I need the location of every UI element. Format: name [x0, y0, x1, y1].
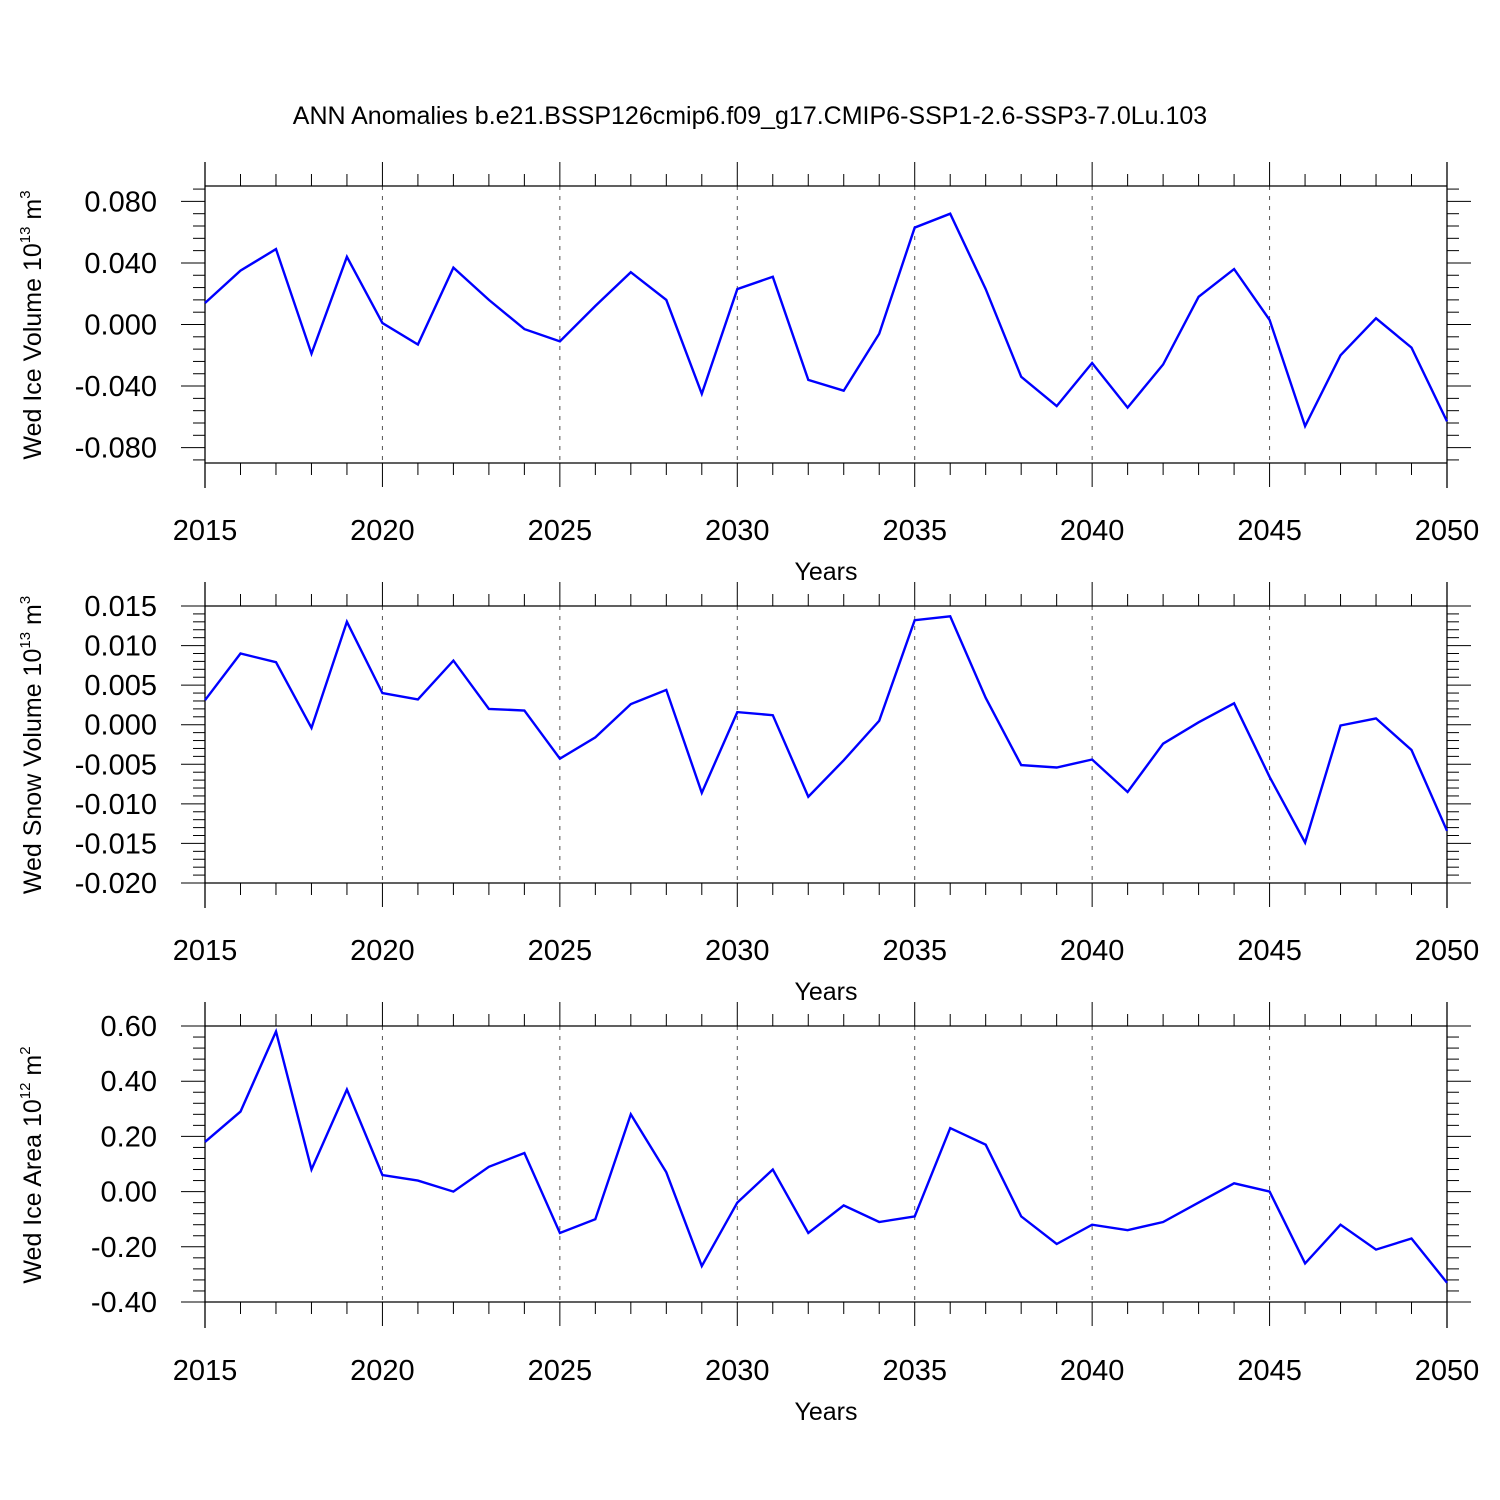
y-axis-label-unit-exponent: 3 — [17, 190, 34, 198]
x-tick-label: 2020 — [350, 515, 415, 547]
x-tick-label: 2020 — [350, 935, 415, 967]
x-tick-label: 2045 — [1237, 515, 1302, 547]
y-axis-label: Wed Ice Volume 1013 m3 — [17, 190, 47, 459]
panel-3: 0.60 0.40 0.20 0.00 -0.20 -0.40 2015 2020 2025 20… — [17, 1002, 1479, 1426]
series-line — [204, 212, 1449, 430]
y-axis-label-unit-exponent: 2 — [17, 1046, 34, 1054]
y-tick-label: 0.40 — [101, 1066, 157, 1098]
y-axis-label-unit: m — [19, 199, 47, 227]
x-axis-label: Years — [794, 1398, 857, 1426]
y-axis-label-exponent: 13 — [17, 632, 34, 649]
x-tick-label: 2015 — [173, 515, 238, 547]
x-tick-label: 2025 — [528, 935, 593, 967]
x-tick-label: 2040 — [1060, 515, 1125, 547]
y-tick-label: -0.020 — [75, 868, 157, 900]
y-tick-label: 0.000 — [84, 310, 157, 342]
x-tick-label: 2030 — [705, 1355, 770, 1387]
y-tick-label: 0.000 — [84, 710, 157, 742]
y-tick-label: -0.080 — [75, 433, 157, 465]
x-tick-label: 2025 — [528, 515, 593, 547]
panel-1: 0.080 0.040 0.000 -0.040 -0.080 2015 2020 2025 2… — [17, 162, 1479, 586]
x-tick-label: 2035 — [882, 515, 947, 547]
panels: 0.080 0.040 0.000 -0.040 -0.080 2015 2020 2025 2… — [17, 162, 1479, 1426]
x-tick-label: 2045 — [1237, 1355, 1302, 1387]
y-axis-label-text: Wed Ice Area 10 — [19, 1099, 47, 1283]
y-axis-label-exponent: 13 — [17, 227, 34, 244]
x-tick-label: 2045 — [1237, 935, 1302, 967]
x-tick-label: 2020 — [350, 1355, 415, 1387]
y-tick-label: 0.010 — [84, 631, 157, 663]
y-tick-label: -0.20 — [91, 1232, 157, 1264]
y-axis-label-exponent: 12 — [17, 1083, 34, 1100]
y-axis-label-unit-exponent: 3 — [17, 596, 34, 604]
y-tick-label: 0.20 — [101, 1121, 157, 1153]
y-tick-label: -0.005 — [75, 749, 157, 781]
x-tick-label: 2050 — [1415, 1355, 1480, 1387]
y-tick-label: 0.080 — [84, 186, 157, 218]
y-tick-label: -0.040 — [75, 371, 157, 403]
x-tick-label: 2050 — [1415, 935, 1480, 967]
y-tick-label: -0.40 — [91, 1287, 157, 1319]
y-axis-label-text: Wed Snow Volume 10 — [19, 649, 47, 895]
series-line — [204, 1027, 1448, 1284]
y-tick-label: -0.010 — [75, 789, 157, 821]
x-tick-label: 2035 — [882, 1355, 947, 1387]
y-axis-label: Wed Ice Area 1012 m2 — [17, 1046, 47, 1283]
y-axis-label: Wed Snow Volume 1013 m3 — [17, 596, 47, 894]
y-tick-label: 0.60 — [101, 1011, 157, 1043]
x-tick-label: 2015 — [173, 1355, 238, 1387]
y-axis-label-unit: m — [19, 604, 47, 632]
y-tick-label: -0.015 — [75, 828, 157, 860]
y-tick-label: 0.015 — [84, 591, 157, 623]
x-tick-label: 2040 — [1060, 1355, 1125, 1387]
y-tick-label: 0.005 — [84, 670, 157, 702]
series-line — [204, 615, 1449, 846]
x-axis-label: Years — [794, 558, 857, 586]
y-tick-label: 0.040 — [84, 248, 157, 280]
x-tick-label: 2050 — [1415, 515, 1480, 547]
x-tick-label: 2030 — [705, 935, 770, 967]
chart-title: ANN Anomalies b.e21.BSSP126cmip6.f09_g17… — [293, 102, 1207, 130]
panel-2: 0.015 0.010 0.005 0.000 -0.005 -0.010 -0.015 -0… — [17, 582, 1479, 1006]
y-tick-label: 0.00 — [101, 1177, 157, 1209]
x-tick-label: 2040 — [1060, 935, 1125, 967]
x-tick-label: 2030 — [705, 515, 770, 547]
y-axis-label-unit: m — [19, 1055, 47, 1083]
x-axis-label: Years — [794, 978, 857, 1006]
y-axis-label-text: Wed Ice Volume 10 — [19, 243, 47, 459]
x-tick-label: 2035 — [882, 935, 947, 967]
x-tick-label: 2015 — [173, 935, 238, 967]
x-tick-label: 2025 — [528, 1355, 593, 1387]
